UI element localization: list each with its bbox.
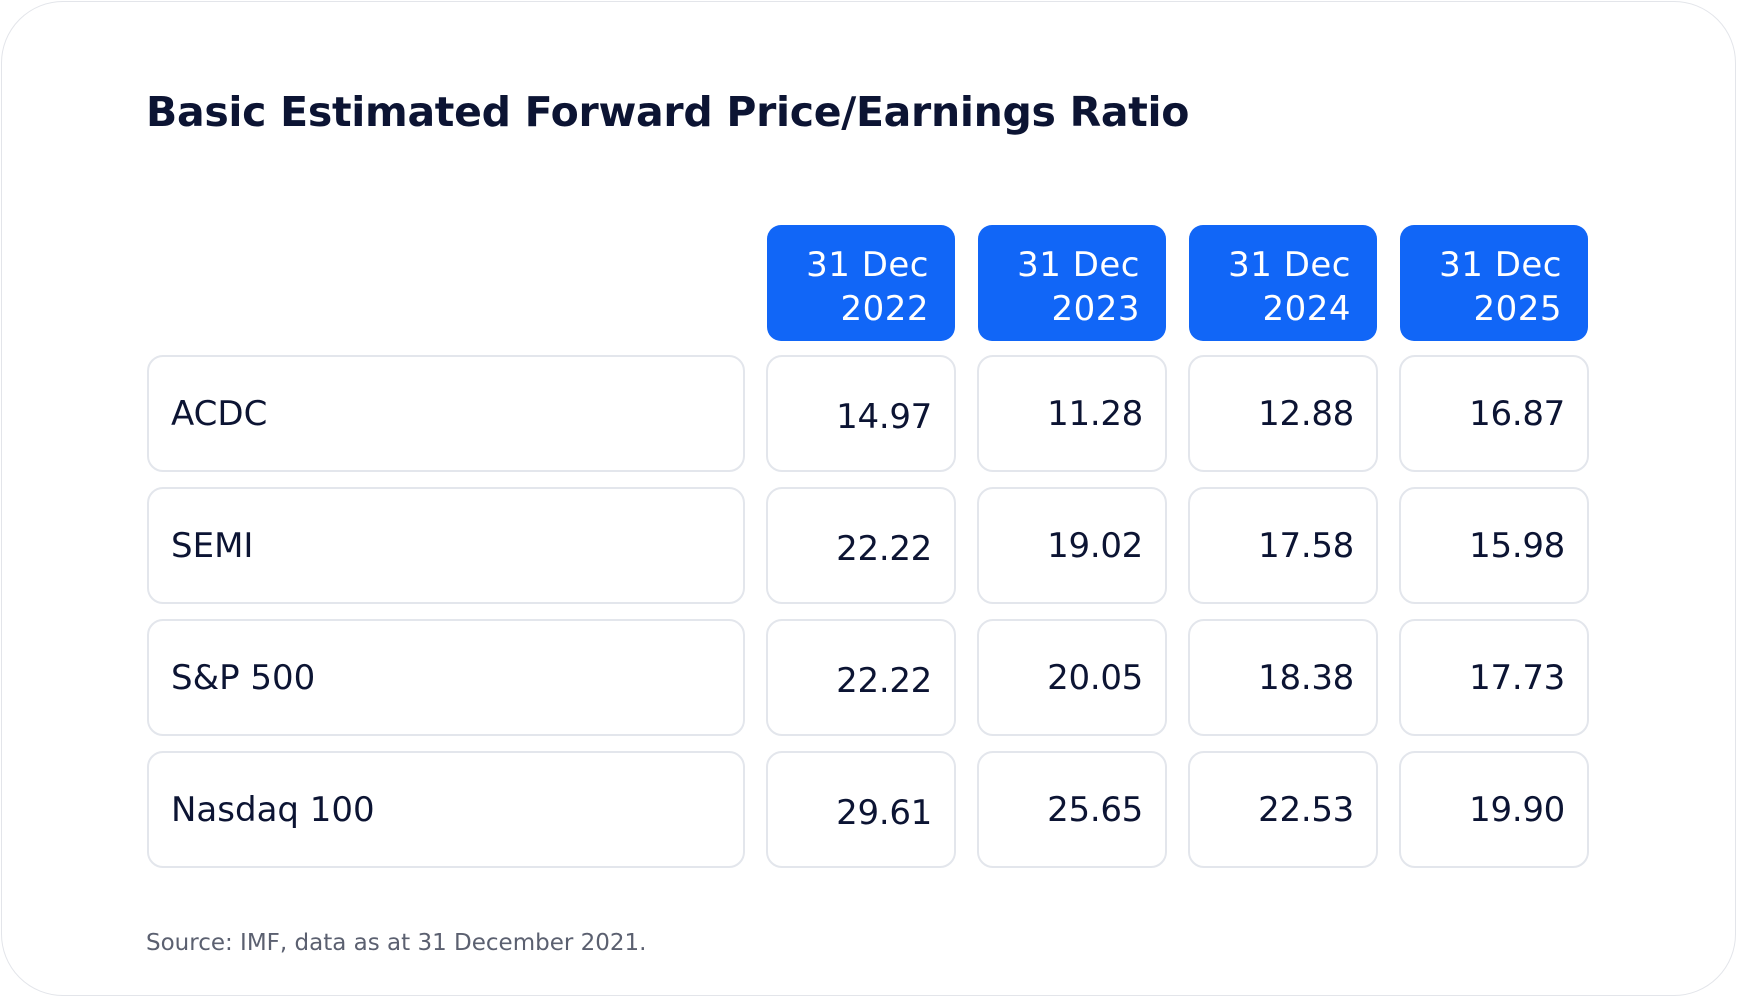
column-header-day-month: 31 Dec [1228,245,1351,285]
row-label-nasdaq100: Nasdaq 100 [147,751,745,868]
row-label-sp500: S&P 500 [147,619,745,736]
table-cell: 12.88 [1188,355,1378,472]
column-header-year: 2025 [1473,289,1562,329]
column-header-year: 2022 [840,289,929,329]
column-header-day-month: 31 Dec [806,245,929,285]
column-header-2024: 31 Dec 2024 [1189,225,1377,341]
table-cell: 15.98 [1399,487,1589,604]
column-header-2022: 31 Dec 2022 [767,225,955,341]
column-header-2023: 31 Dec 2023 [978,225,1166,341]
source-note: Source: IMF, data as at 31 December 2021… [146,930,647,956]
column-header-day-month: 31 Dec [1439,245,1562,285]
table-cell: 20.05 [977,619,1167,736]
table-cell: 22.22 [766,619,956,736]
table-cell: 16.87 [1399,355,1589,472]
table-cell: 22.53 [1188,751,1378,868]
table-cell: 19.02 [977,487,1167,604]
table-cell: 29.61 [766,751,956,868]
table-cell: 17.73 [1399,619,1589,736]
chart-title: Basic Estimated Forward Price/Earnings R… [146,88,1190,136]
column-header-year: 2024 [1262,289,1351,329]
column-header-2025: 31 Dec 2025 [1400,225,1588,341]
table-cell: 14.97 [766,355,956,472]
table-cell: 19.90 [1399,751,1589,868]
table-cell: 18.38 [1188,619,1378,736]
table-cell: 11.28 [977,355,1167,472]
column-header-day-month: 31 Dec [1017,245,1140,285]
table-cell: 25.65 [977,751,1167,868]
column-header-year: 2023 [1051,289,1140,329]
row-label-semi: SEMI [147,487,745,604]
table-cell: 17.58 [1188,487,1378,604]
row-label-acdc: ACDC [147,355,745,472]
table-cell: 22.22 [766,487,956,604]
